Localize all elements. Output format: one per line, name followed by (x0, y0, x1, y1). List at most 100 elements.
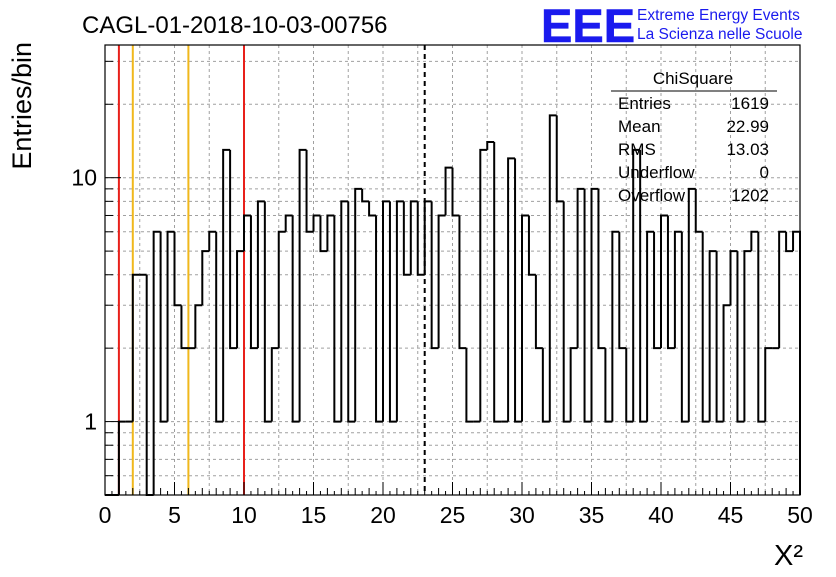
x-axis-label: X² (774, 540, 803, 572)
histogram-bin (597, 188, 606, 350)
stats-label: Overflow (618, 186, 686, 205)
histogram-bin (646, 230, 655, 422)
axes: 0 5 10 15 20 25 30 35 40 45 50 1 10 (71, 60, 813, 528)
histogram-bin (534, 274, 543, 350)
eee-logo: EEE Extreme Energy Events La Scienza nel… (541, 0, 803, 52)
histogram-bin (326, 214, 335, 252)
histogram-bin (347, 201, 356, 423)
histogram-bin (423, 200, 432, 275)
x-tick-label: 40 (648, 502, 674, 528)
histogram-bin (548, 114, 557, 422)
stats-box: ChiSquare Entries 1619 Mean 22.99 RMS 13… (611, 69, 777, 205)
histogram-bin (437, 214, 446, 349)
histogram-bin (729, 250, 738, 306)
histogram-bin (625, 348, 634, 423)
histogram-bin (402, 201, 411, 276)
histogram-bin (666, 215, 675, 350)
histogram-bin (687, 187, 696, 422)
marker-lines (117, 45, 426, 495)
x-tick-label: 30 (509, 502, 535, 528)
histogram-bin (222, 148, 231, 422)
histogram-bin (368, 201, 377, 217)
histogram-bin (201, 250, 210, 306)
histogram-bin (521, 214, 529, 422)
histogram-bars (105, 114, 801, 496)
histogram-bin (493, 142, 502, 423)
histogram-bin (131, 273, 140, 422)
histogram-bin (541, 348, 550, 423)
histogram-bin (298, 148, 307, 422)
y-tick-label: 1 (84, 409, 97, 435)
histogram-bin (305, 149, 314, 233)
histogram-bin (590, 187, 599, 422)
y-axis-label: Entries/bin (7, 42, 37, 170)
histogram-bin (416, 201, 425, 276)
histogram-bin (236, 250, 244, 349)
histogram-bin (458, 215, 467, 350)
histogram-bin (291, 215, 300, 423)
histogram-bin (708, 250, 717, 422)
histogram-bin (145, 274, 154, 496)
histogram-bin (277, 230, 286, 349)
stats-value: 22.99 (726, 117, 769, 136)
grid (105, 45, 800, 495)
histogram-bin (340, 200, 349, 422)
histogram-bin (583, 188, 592, 423)
stats-value: 1202 (731, 186, 769, 205)
histogram-bin (785, 231, 794, 253)
histogram-bin (507, 157, 516, 422)
histogram-bin (382, 200, 390, 422)
histogram-bin (284, 214, 293, 232)
x-tick-label: 10 (231, 502, 257, 528)
histogram-bin (694, 188, 703, 233)
x-tick-label: 50 (787, 502, 813, 528)
histogram-bin (263, 201, 272, 423)
histogram-bin (479, 148, 488, 422)
x-tick-label: 5 (168, 502, 181, 528)
histogram-bin (792, 230, 801, 495)
histogram-bin (673, 230, 682, 349)
histogram-bin (409, 200, 418, 275)
x-tick-label: 15 (301, 502, 327, 528)
histogram-bin (215, 231, 224, 423)
histogram-bin (465, 348, 474, 423)
histogram-bin (555, 115, 564, 203)
histogram-bin (451, 167, 460, 217)
y-tick-label: 10 (71, 165, 97, 191)
histogram-bin (159, 231, 168, 423)
histogram-bin (764, 347, 773, 422)
histogram-bin (527, 215, 536, 276)
stats-label: RMS (618, 140, 656, 159)
histogram-bin (611, 230, 620, 422)
histogram-bin (757, 231, 766, 423)
histogram-bin (639, 149, 648, 423)
histogram-bin (576, 187, 585, 349)
stats-label: Mean (618, 117, 661, 136)
histogram-bin (736, 251, 745, 423)
histogram-bin (430, 201, 439, 350)
x-tick-label: 35 (579, 502, 605, 528)
histogram-bin (194, 304, 203, 349)
histogram-bin (750, 230, 759, 252)
histogram-bin (514, 158, 522, 423)
x-tick-label: 20 (370, 502, 396, 528)
histogram-bin (173, 231, 182, 307)
histogram-bin (208, 230, 217, 252)
histogram-bin (653, 231, 661, 350)
x-tick-label: 0 (99, 502, 112, 528)
stats-label: Entries (618, 94, 671, 113)
stats-value: 1619 (731, 94, 769, 113)
histogram-bin (562, 201, 571, 423)
histogram-bin (680, 231, 689, 423)
histogram-bin (270, 347, 279, 422)
histogram-bin (354, 187, 363, 422)
stats-value: 0 (760, 163, 769, 182)
stats-label: Underflow (618, 163, 695, 182)
histogram-bin (312, 214, 321, 232)
histogram-bin (249, 215, 258, 350)
histogram-bin (166, 230, 175, 422)
histogram-bin (632, 148, 641, 422)
histogram-bin (361, 188, 370, 203)
